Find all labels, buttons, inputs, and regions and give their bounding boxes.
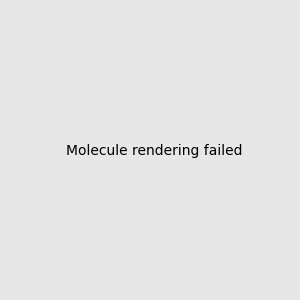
Text: Molecule rendering failed: Molecule rendering failed [65, 145, 242, 158]
